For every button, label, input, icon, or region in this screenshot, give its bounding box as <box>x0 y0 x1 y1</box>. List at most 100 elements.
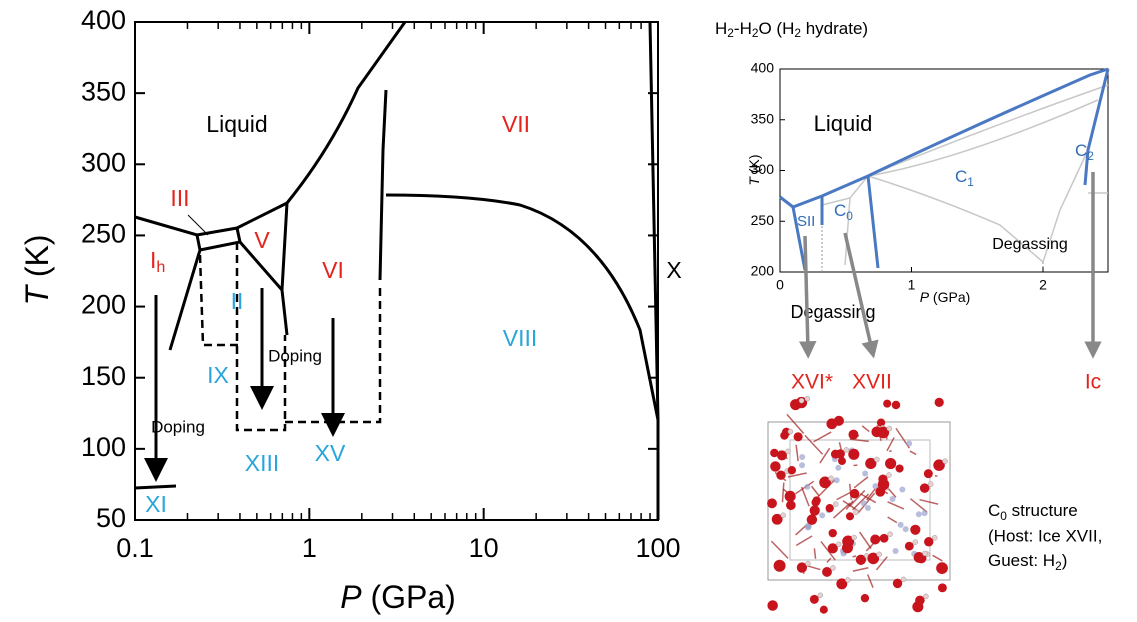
hydrogen-atom <box>798 397 805 404</box>
bond <box>886 437 895 452</box>
guest-atom <box>862 470 869 477</box>
oxygen-atom <box>790 399 802 411</box>
oxygen-atom <box>773 559 786 572</box>
hydrogen-atom <box>845 577 851 583</box>
bond <box>887 516 898 524</box>
phase-label: XI <box>145 491 167 517</box>
oxygen-atom <box>827 543 838 554</box>
guest-atom <box>819 512 826 519</box>
oxygen-atom <box>855 554 867 565</box>
oxygen-atom <box>845 512 855 521</box>
bond <box>781 482 785 503</box>
x-tick-label: 0.1 <box>116 533 154 563</box>
bond <box>866 574 874 588</box>
oxygen-atom <box>879 533 889 543</box>
oxygen-atom <box>776 470 786 480</box>
oxygen-atom <box>937 583 947 593</box>
bond <box>852 493 870 511</box>
oxygen-atom <box>877 478 890 491</box>
bond <box>820 541 836 561</box>
bond <box>860 493 877 504</box>
phase-label: III <box>170 185 189 211</box>
hydrogen-atom <box>836 541 842 548</box>
ticks: 400 350 300 250 200 150 100 500.1 1 10 100 <box>81 5 681 563</box>
phase-label: Ih <box>150 247 165 276</box>
inset-phase-label: C1 <box>955 167 974 189</box>
bond <box>849 438 869 443</box>
oxygen-atom <box>895 464 904 473</box>
x-tick-label: 10 <box>469 533 499 563</box>
hydrogen-atom <box>851 534 857 541</box>
oxygen-atom <box>924 537 934 547</box>
guest-atom <box>889 496 896 503</box>
phase-label: Liquid <box>206 111 267 137</box>
bond <box>795 535 813 547</box>
bond <box>852 567 869 572</box>
inset-phase-label: C0 <box>834 201 853 223</box>
y-tick-label: 250 <box>81 219 126 249</box>
guest-atom <box>915 511 922 518</box>
inset-x-tick-label: 1 <box>908 277 916 293</box>
inset-phase-label: Degassing <box>992 236 1068 253</box>
y-tick-label: 50 <box>96 503 126 533</box>
bond <box>810 485 820 497</box>
phase-label: IX <box>207 362 229 388</box>
y-tick-label: 150 <box>81 361 126 391</box>
gray-arrows <box>799 172 1102 359</box>
bond <box>849 489 866 507</box>
y-tick-label: 400 <box>81 5 126 35</box>
guest-atom <box>804 483 811 490</box>
oxygen-atom <box>793 432 803 442</box>
phase-boundaries <box>134 21 660 520</box>
guest-atom <box>921 510 928 517</box>
oxygen-atom <box>841 542 854 554</box>
oxygen-atom <box>809 505 820 516</box>
guest-atom <box>833 477 840 484</box>
hydrogen-atom <box>843 447 850 453</box>
oxygen-atom <box>811 498 820 507</box>
inset-y-tick-label: 350 <box>751 110 775 126</box>
oxygen-atom <box>891 400 901 410</box>
y-axis-label: T (K) <box>19 234 55 305</box>
inset-title: H2-H2O (H2 hydrate) <box>715 19 868 40</box>
bond <box>832 502 851 519</box>
bond <box>817 479 836 498</box>
inset-y-tick-label: 200 <box>751 263 775 279</box>
bond <box>826 557 832 563</box>
phase-label: X <box>666 257 681 283</box>
inset-phase-label: SII <box>797 213 815 230</box>
phase-label: II <box>231 288 244 314</box>
caption: (Host: Ice XVII, <box>988 526 1102 545</box>
oxygen-atom <box>867 552 880 565</box>
phase-label: VII <box>502 111 530 137</box>
guest-atom <box>902 526 909 533</box>
annotation: Doping <box>151 417 205 436</box>
guest-atom <box>799 453 806 460</box>
oxygen-atom <box>904 541 914 551</box>
guest-atom <box>799 462 806 469</box>
guest-atom <box>897 521 904 528</box>
hydrogen-atom <box>922 550 928 557</box>
inset-phase-label: C2 <box>1075 141 1094 163</box>
bond <box>787 472 807 478</box>
product-label: Ic <box>1085 371 1101 394</box>
oxygen-atom <box>830 449 840 459</box>
oxygen-atom <box>770 461 781 472</box>
guest-atom <box>892 547 899 554</box>
bond <box>795 444 799 462</box>
oxygen-atom <box>913 552 925 563</box>
oxygen-atom <box>883 399 892 408</box>
oxygen-atom <box>892 578 903 589</box>
oxygen-atom <box>865 457 877 470</box>
hydrogen-atom <box>832 501 839 507</box>
hydrogen-atom <box>874 456 880 463</box>
inset-boundaries <box>779 67 1110 271</box>
bond <box>932 554 943 562</box>
oxygen-atom <box>849 488 860 499</box>
hydrogen-atom <box>817 592 824 599</box>
bond <box>887 501 905 510</box>
caption: Guest: H2) <box>988 551 1067 573</box>
hydrogen-atom <box>804 395 811 402</box>
oxygen-atom <box>836 578 848 590</box>
hydrogen-atom <box>923 593 929 600</box>
